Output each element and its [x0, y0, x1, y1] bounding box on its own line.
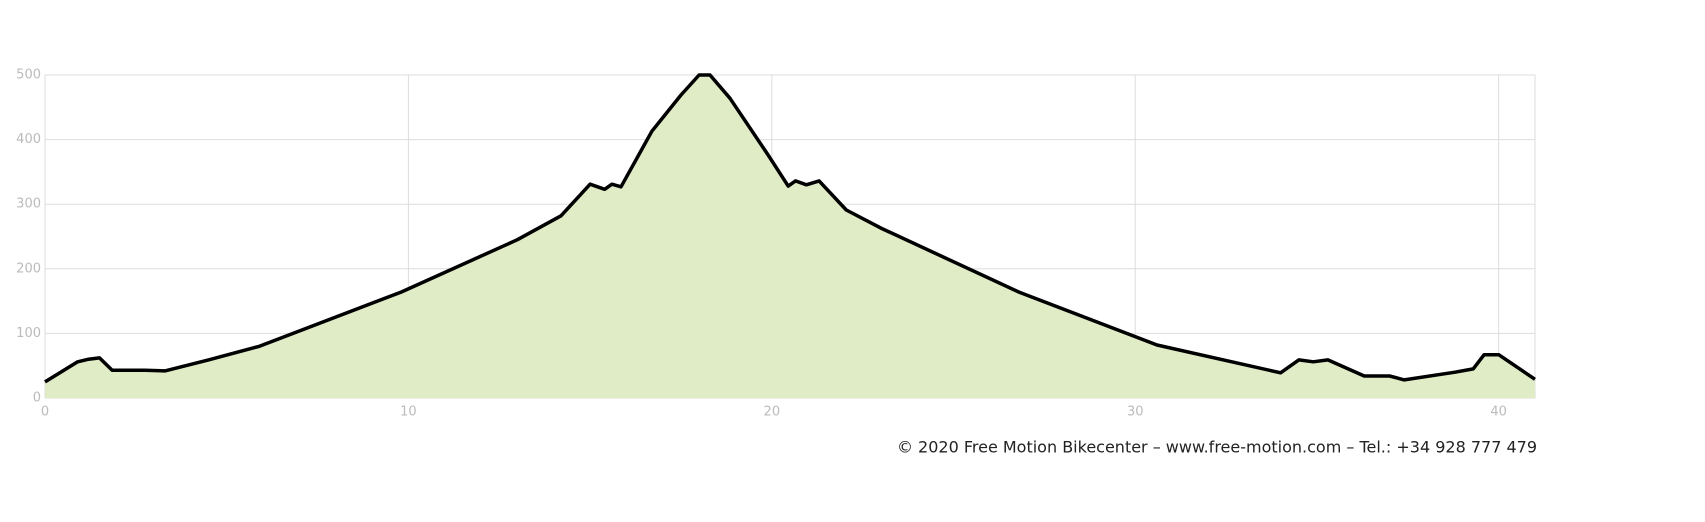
x-tick-label: 10 — [400, 405, 417, 420]
x-tick-label: 0 — [41, 405, 49, 420]
y-tick-label: 0 — [33, 391, 41, 406]
y-tick-label: 300 — [16, 197, 41, 212]
y-tick-label: 200 — [16, 261, 41, 276]
footer: © 2020 Free Motion Bikecenter – www.free… — [897, 438, 1537, 457]
area-fill — [45, 75, 1535, 398]
x-tick-label: 20 — [764, 405, 781, 420]
x-tick-label: 40 — [1490, 405, 1507, 420]
y-tick-label: 500 — [16, 68, 41, 83]
x-tick-label: 30 — [1127, 405, 1144, 420]
elevation-line — [44, 73, 1536, 384]
y-tick-label: 100 — [16, 326, 41, 341]
y-tick-label: 400 — [16, 132, 41, 147]
